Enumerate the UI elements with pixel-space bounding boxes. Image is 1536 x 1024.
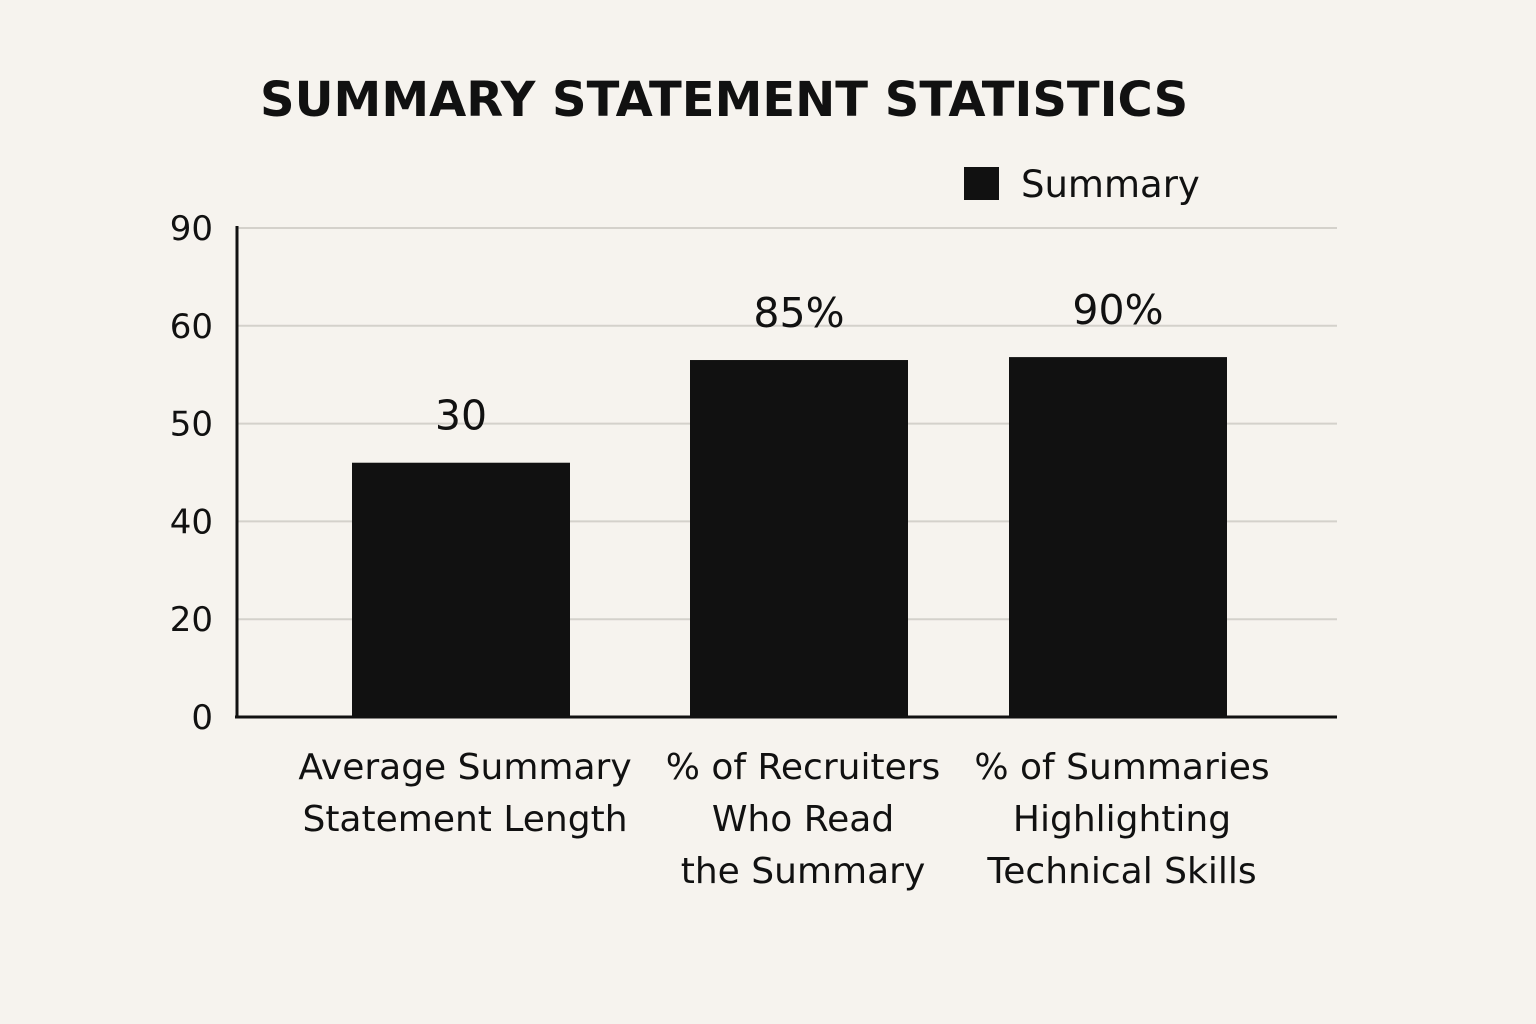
legend-swatch [964,167,999,200]
y-tick-label: 40 [170,502,213,542]
chart-title: SUMMARY STATEMENT STATISTICS [260,72,1188,128]
category-label: % of Recruiters [666,747,941,788]
bar-value-label: 30 [435,392,487,440]
bar-value-label: 85% [753,289,844,337]
bar-value-label: 90% [1072,286,1163,334]
legend: Summary [964,163,1200,206]
y-tick-label: 50 [170,405,213,445]
y-tick-label: 0 [191,698,213,738]
axes [235,226,1337,719]
y-tick-label: 60 [170,307,213,347]
y-tick-label: 20 [170,600,213,640]
category-label: % of Summaries [974,747,1269,788]
legend-label-summary: Summary [1021,163,1200,206]
category-label: Who Read [712,799,894,840]
bar [690,360,908,717]
category-label: Highlighting [1013,799,1231,840]
bar [1009,357,1227,717]
data-labels: 30 85% 90% [435,286,1164,440]
bars [352,357,1227,717]
y-tick-label: 90 [170,209,213,249]
category-label: Average Summary [298,747,631,788]
category-label: Technical Skills [986,851,1256,892]
category-label: the Summary [681,851,926,892]
category-labels: Average Summary Statement Length % of Recr… [298,747,1269,892]
bar [352,462,570,717]
y-axis-ticks: 0 20 40 50 60 90 [170,209,213,738]
category-label: Statement Length [302,799,627,840]
